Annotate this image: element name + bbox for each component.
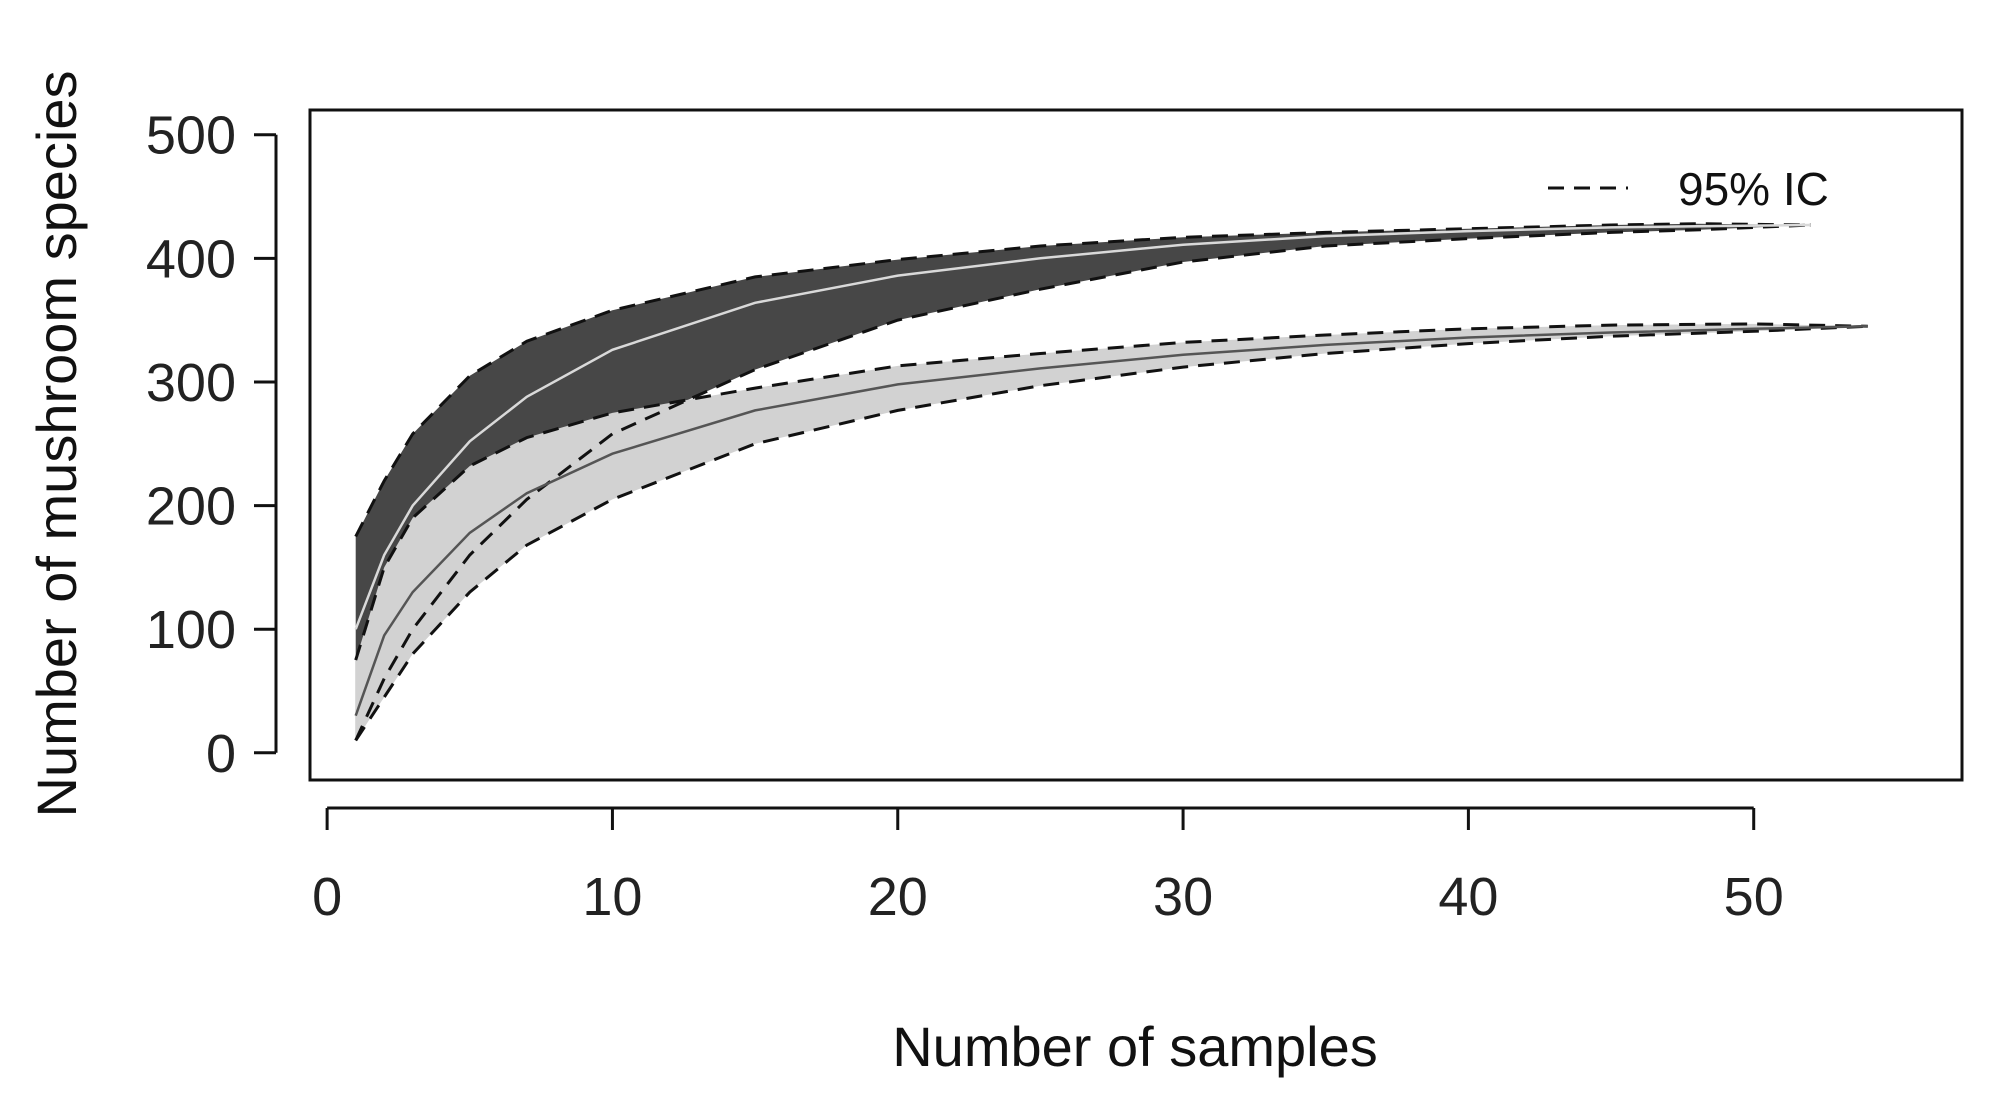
y-tick-label: 100 — [146, 600, 236, 660]
x-tick-label: 50 — [1724, 867, 1784, 927]
x-tick-label: 30 — [1153, 867, 1213, 927]
y-tick-label: 400 — [146, 229, 236, 289]
legend-label: 95% IC — [1678, 163, 1829, 215]
mean-curve-1 — [354, 223, 1811, 630]
y-tick-label: 0 — [206, 724, 236, 784]
confidence-bands — [355, 223, 1868, 741]
y-tick-label: 200 — [146, 477, 236, 537]
x-tick-label: 20 — [868, 867, 928, 927]
x-tick-label: 10 — [582, 867, 642, 927]
x-axis-title: Number of samples — [892, 1015, 1378, 1078]
legend: 95% IC — [1548, 163, 1829, 215]
curves — [354, 222, 1868, 742]
lower-ci-line-2 — [354, 324, 1868, 742]
y-axis-title: Number of mushroom species — [25, 71, 88, 818]
upper-ci-line-1 — [354, 222, 1811, 538]
x-axis: 0 10 20 30 40 50 — [312, 806, 1784, 927]
mean-curve-2 — [354, 325, 1868, 717]
confidence-band-1 — [355, 223, 1811, 741]
y-tick-label: 500 — [146, 106, 236, 166]
confidence-band-2 — [355, 323, 1868, 741]
upper-ci-line-2 — [354, 322, 1868, 661]
lower-ci-line-1 — [354, 223, 1811, 742]
x-tick-label: 0 — [312, 867, 342, 927]
y-axis: 0 100 200 300 400 500 — [146, 106, 278, 784]
y-tick-label: 300 — [146, 353, 236, 413]
x-tick-label: 40 — [1438, 867, 1498, 927]
plot-frame — [308, 108, 1964, 782]
